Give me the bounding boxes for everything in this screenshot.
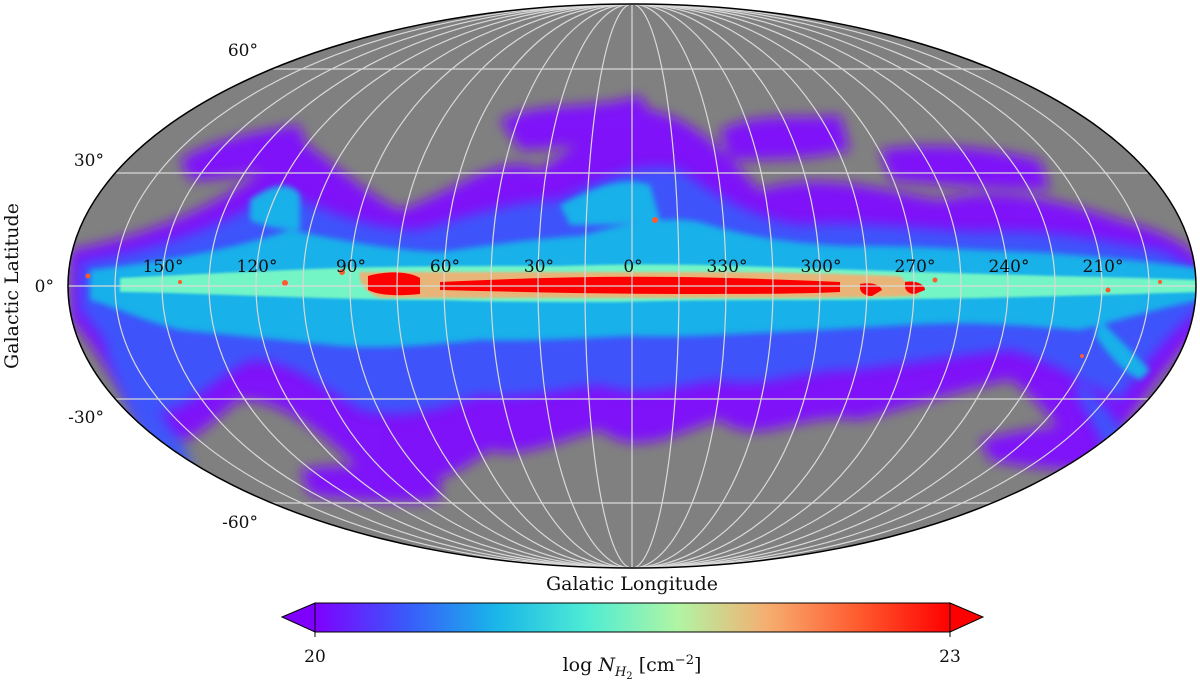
map-outline [67, 3, 1197, 569]
lon-tick: 240° [989, 257, 1030, 277]
lon-tick: 210° [1083, 257, 1124, 277]
lon-tick: 300° [801, 257, 842, 277]
colorbar-label-var: N [597, 654, 616, 676]
lon-tick: 150° [143, 257, 184, 277]
colorbar-label-sub: H [614, 665, 627, 680]
lon-tick: 120° [237, 257, 278, 277]
latitude-tick-labels: 60° 30° 0° -30° -60° [35, 41, 258, 533]
lon-tick: 270° [895, 257, 936, 277]
galactic-plane-core [368, 272, 925, 296]
lat-tick: 30° [74, 151, 104, 171]
colorbar-label-subsub: 2 [626, 671, 632, 682]
colorbar: 20 23 log NH2 [cm−2] [280, 602, 985, 682]
x-axis-label: Galatic Longitude [546, 573, 718, 595]
longitude-tick-labels: 150° 120° 90° 60° 30° 0° 330° 300° 270° … [143, 257, 1124, 277]
colorbar-label-unit-exp: −2 [675, 653, 694, 668]
lon-tick: 30° [524, 257, 554, 277]
colorbar-label-unit-close: ] [694, 654, 701, 676]
lon-tick: 90° [336, 257, 366, 277]
colorbar-gradient [314, 602, 951, 633]
colorbar-min-label: 20 [304, 647, 326, 667]
lon-tick: 60° [430, 257, 460, 277]
colorbar-label-unit-open: [cm [633, 654, 675, 676]
lat-tick: 60° [228, 41, 258, 61]
y-axis-label: Galactic Latitude [1, 203, 23, 369]
lon-tick: 330° [707, 257, 748, 277]
colorbar-extend-high [949, 602, 985, 633]
colorbar-label-prefix: log [563, 654, 599, 676]
colorbar-extend-low [280, 602, 316, 633]
colorbar-label: log NH2 [cm−2] [563, 653, 702, 682]
emission-map [70, 95, 1196, 503]
colorbar-max-label: 23 [939, 647, 961, 667]
lat-tick: -60° [222, 513, 258, 533]
lon-tick: 0° [623, 257, 642, 277]
lat-tick: 0° [35, 277, 54, 297]
lat-tick: -30° [68, 408, 104, 428]
